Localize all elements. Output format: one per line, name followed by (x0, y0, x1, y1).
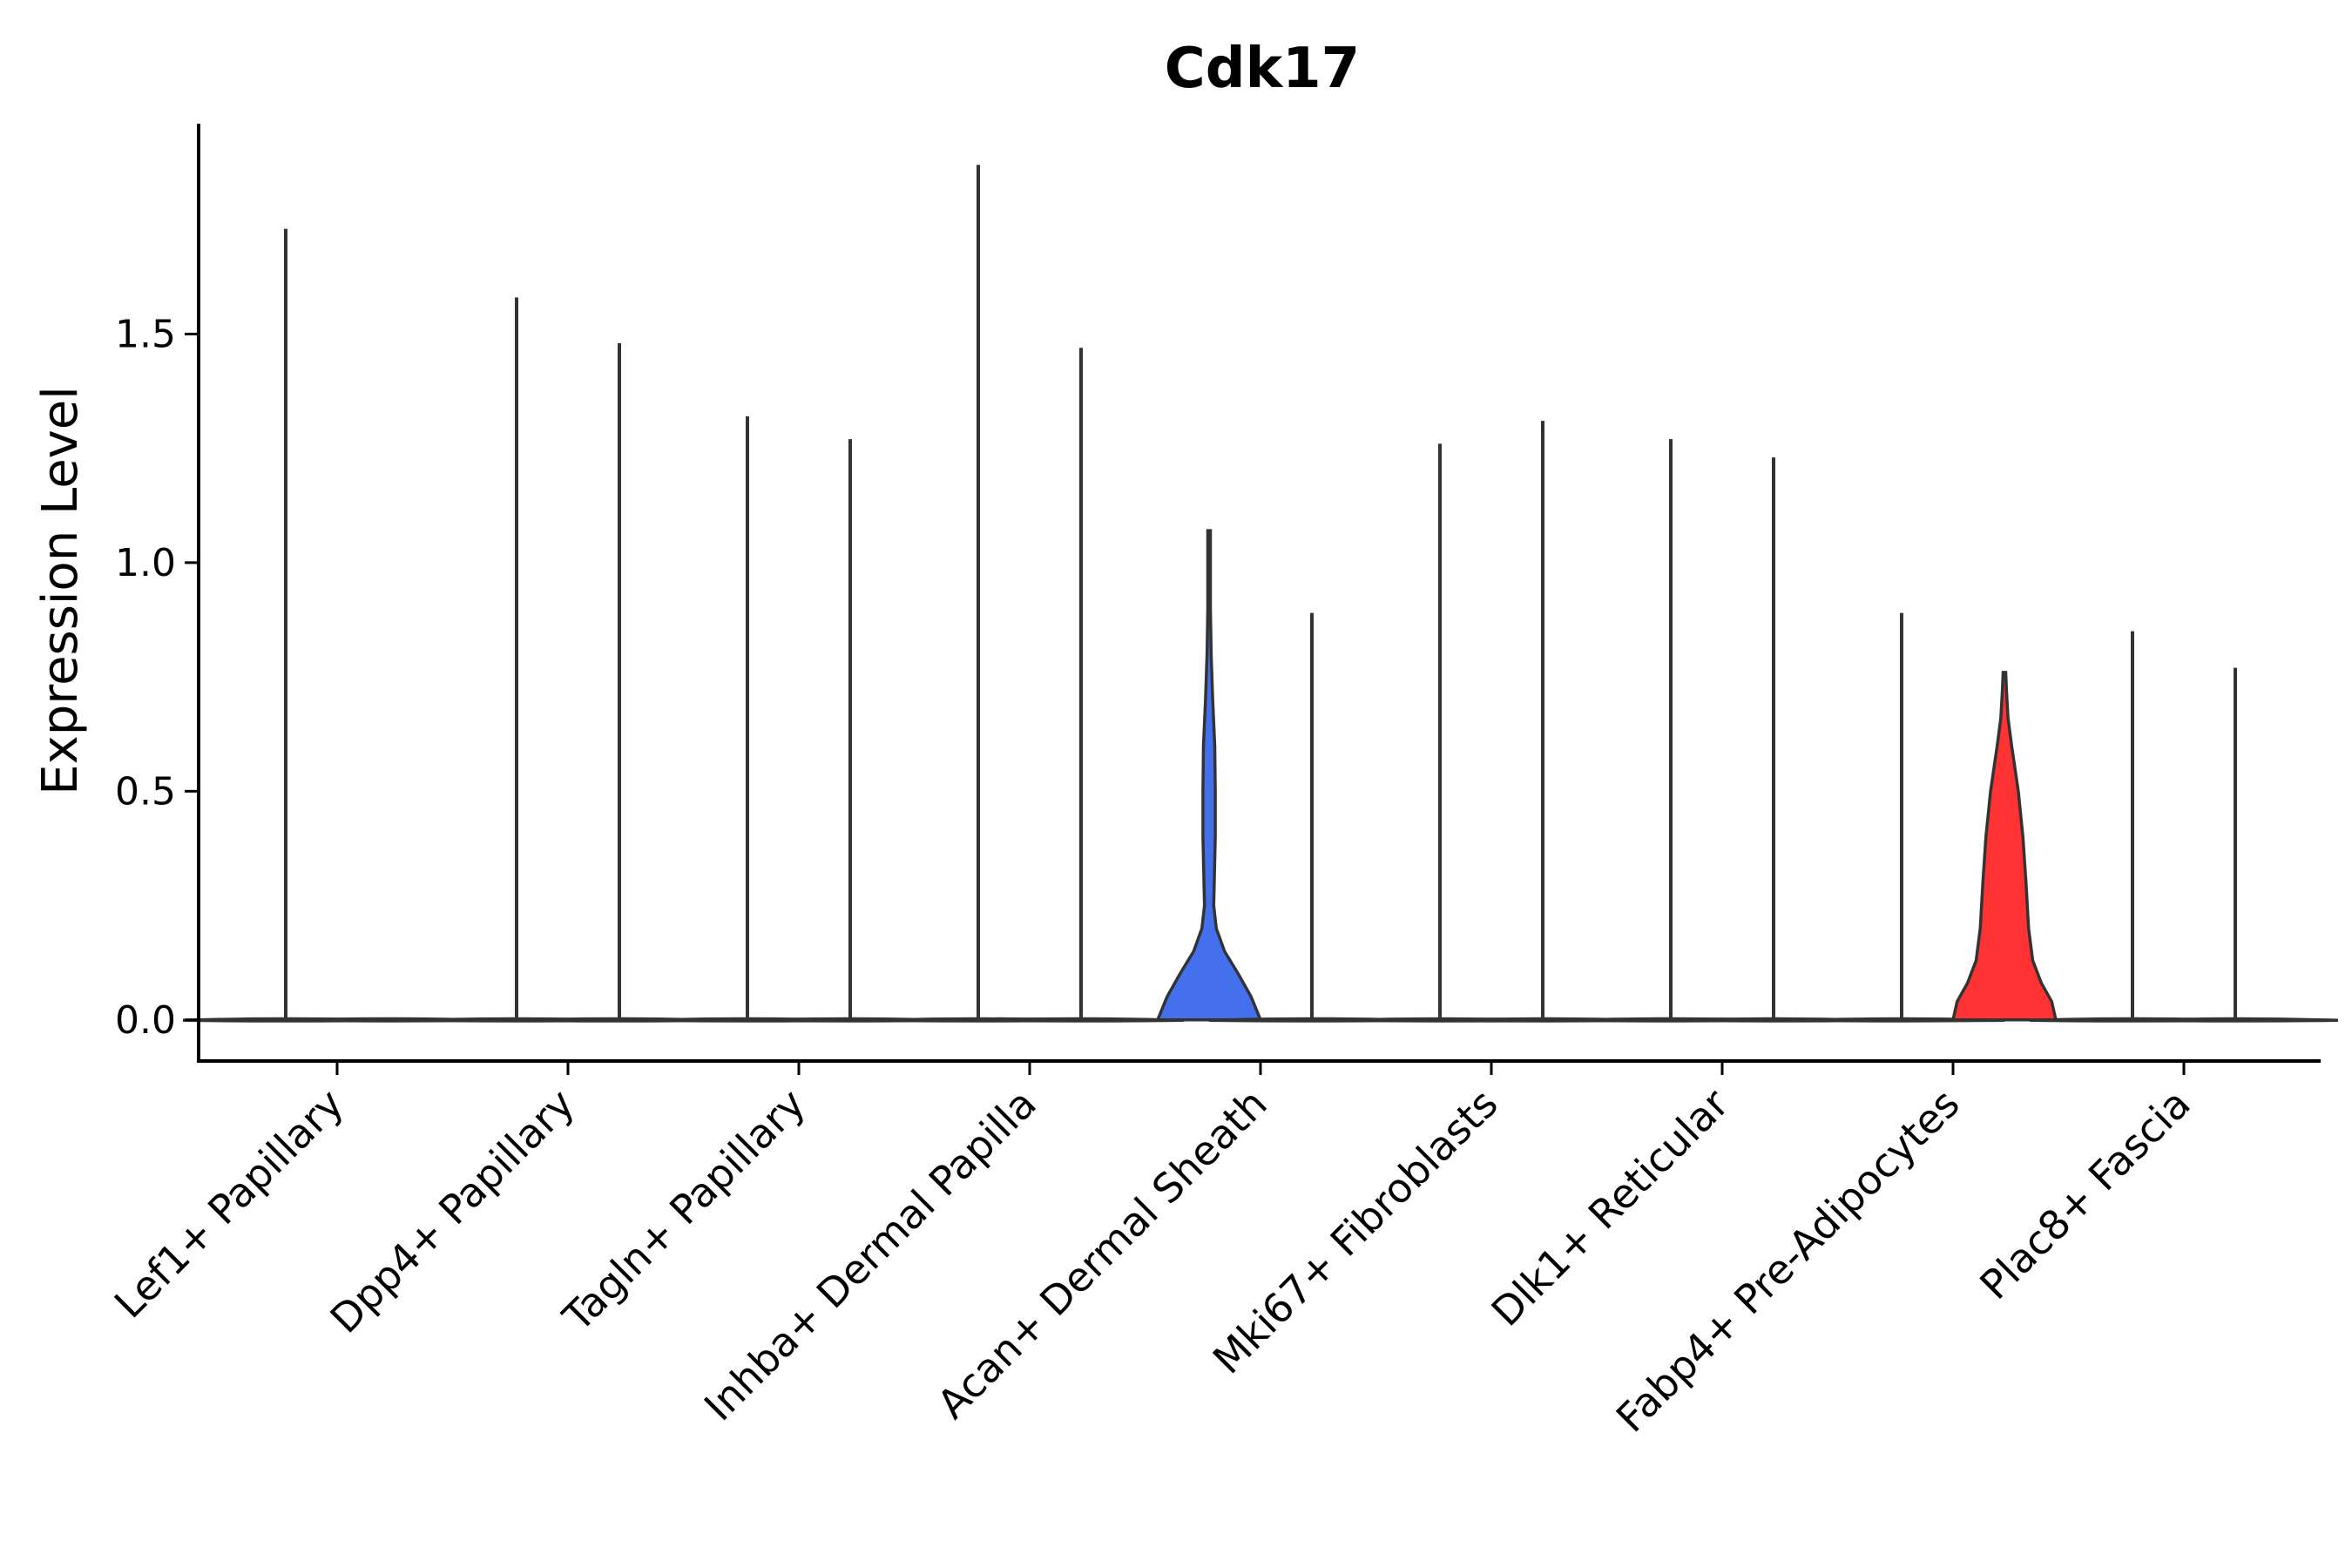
y-axis-label: Expression Level (32, 386, 89, 795)
chart-title: Cdk17 (1165, 37, 1360, 101)
x-tick-label: Plac8+ Fascia (1970, 1080, 2199, 1308)
y-tick-label: 1.0 (115, 541, 176, 585)
violin-base-0-1 (285, 1017, 492, 1023)
x-tick-label: Dlk1+ Reticular (1483, 1080, 1738, 1335)
y-axis-ticks: 0.0 0.5 1.0 1.5 (115, 312, 199, 1043)
y-tick-label: 0.0 (115, 998, 176, 1043)
x-tick-label: Tagln+ Papillary (553, 1080, 814, 1342)
violin-marks (182, 165, 2339, 1023)
violin-filled-7-1 (1950, 671, 2058, 1022)
y-tick-label: 1.5 (115, 312, 176, 356)
violin-filled-4-0 (1155, 529, 1263, 1022)
y-tick-label: 0.5 (115, 769, 176, 814)
x-tick-label: Dpp4+ Papillary (321, 1080, 584, 1342)
x-tick-label: Lef1+ Papillary (105, 1080, 353, 1328)
